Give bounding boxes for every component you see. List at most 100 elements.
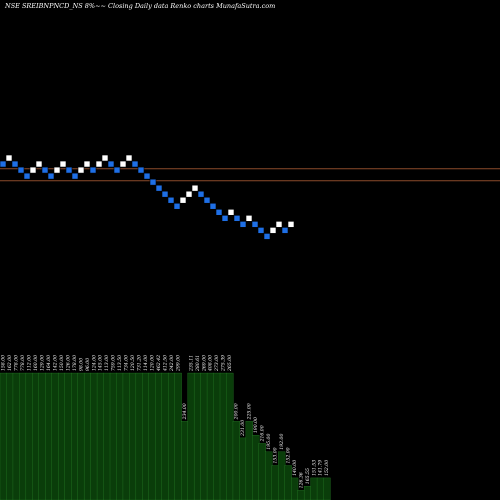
- volume-bar: [0, 372, 8, 500]
- bear-brick: [23, 172, 31, 180]
- bull-brick: [275, 221, 283, 228]
- bear-brick: [41, 166, 49, 174]
- volume-bar: [90, 372, 98, 500]
- volume-bar: [109, 372, 118, 500]
- bear-brick: [239, 221, 247, 228]
- bear-brick: [137, 166, 145, 174]
- bear-brick: [11, 160, 19, 168]
- volume-label: 114.00: [143, 355, 149, 371]
- bull-brick: [119, 160, 127, 168]
- volume-bar: [239, 437, 247, 500]
- volume-bar: [129, 372, 137, 500]
- bear-brick: [149, 178, 157, 186]
- volume-label: 120.00: [149, 355, 155, 371]
- bull-brick: [287, 221, 295, 228]
- volume-bar: [213, 372, 221, 500]
- volume-label: 126.00: [65, 355, 71, 371]
- bear-brick: [251, 221, 259, 228]
- volume-bar: [96, 372, 105, 500]
- bear-brick: [215, 208, 223, 216]
- volume-label: 265.00: [227, 355, 233, 372]
- volume-label: 462.42: [156, 355, 162, 372]
- volume-bar: [219, 372, 228, 500]
- volume-bar: [122, 372, 130, 500]
- volume-label: 192.00: [279, 434, 285, 450]
- volume-label: 162.00: [7, 355, 13, 371]
- volume-bar: [187, 372, 195, 500]
- volume-label: 140.00: [292, 460, 298, 476]
- bear-brick: [71, 172, 79, 180]
- volume-label: 165.55: [305, 468, 311, 484]
- volume-bar: [148, 372, 156, 500]
- volume-bar: [6, 372, 14, 500]
- renko-bricks: [0, 154, 295, 240]
- volume-label: 112.00: [27, 355, 33, 371]
- bear-brick: [221, 215, 229, 222]
- volume-bar: [297, 490, 305, 500]
- volume-label: 160.00: [33, 355, 39, 371]
- bear-brick: [131, 160, 139, 168]
- volume-label: 231.00: [240, 420, 246, 437]
- bull-brick: [101, 154, 109, 162]
- volume-label: 145.00: [98, 355, 104, 371]
- volume-bar: [206, 372, 215, 500]
- volume-label: 759.00: [111, 355, 117, 371]
- volume-label: 113.00: [104, 355, 110, 371]
- volume-bar: [193, 372, 202, 500]
- bull-brick: [29, 166, 37, 174]
- bull-brick: [179, 196, 187, 204]
- bear-brick: [233, 215, 241, 222]
- bull-brick: [83, 160, 91, 168]
- bull-brick: [191, 184, 199, 192]
- volume-bar: [51, 372, 59, 500]
- bull-brick: [125, 154, 133, 162]
- bull-brick: [59, 160, 67, 168]
- volume-label: 273.00: [214, 355, 220, 372]
- volume-bar: [32, 372, 40, 500]
- bull-brick: [77, 166, 85, 174]
- bear-brick: [203, 196, 211, 204]
- volume-bar: [271, 465, 279, 500]
- volume-label: 152.00: [324, 460, 330, 476]
- volume-label: 152.00: [285, 447, 291, 463]
- volume-label: 96.00: [85, 358, 91, 371]
- volume-panel: [0, 372, 331, 500]
- volume-bar: [291, 477, 299, 500]
- volume-label: 98.00: [78, 358, 84, 371]
- volume-bar: [77, 372, 85, 500]
- volume-label: 120.50: [130, 355, 136, 371]
- volume-label: 299.00: [175, 355, 181, 372]
- volume-label: 113.50: [117, 355, 123, 371]
- volume-bar: [83, 372, 92, 500]
- volume-label: 235.11: [188, 355, 194, 372]
- volume-label: 141.79: [318, 460, 324, 476]
- volume-label: 412.50: [162, 355, 168, 372]
- volume-label: 158.00: [1, 355, 7, 371]
- bear-brick: [155, 184, 163, 192]
- volume-label: 190.00: [253, 417, 259, 433]
- volume-label: 731.20: [137, 355, 143, 371]
- volume-bar: [278, 451, 286, 500]
- volume-bar: [103, 372, 111, 500]
- volume-label: 225.00: [247, 403, 253, 420]
- volume-bar: [303, 486, 312, 500]
- volume-bar: [161, 372, 169, 500]
- bear-brick: [197, 190, 205, 198]
- volume-bar: [265, 451, 273, 500]
- volume-bar: [25, 372, 33, 500]
- bull-brick: [269, 227, 277, 234]
- bear-brick: [17, 166, 25, 174]
- volume-label: 275.39: [221, 355, 227, 372]
- volume-bar: [284, 465, 292, 500]
- volume-label: 195.00: [266, 434, 272, 450]
- bull-brick: [185, 190, 193, 198]
- bull-brick: [227, 208, 235, 216]
- volume-label: 151.53: [311, 460, 317, 476]
- volume-bar: [135, 372, 143, 500]
- volume-bar: [316, 477, 325, 500]
- bear-brick: [281, 227, 289, 234]
- volume-bar: [258, 443, 266, 500]
- volume-label: 124.00: [91, 355, 97, 371]
- volume-label: 778.00: [20, 355, 26, 371]
